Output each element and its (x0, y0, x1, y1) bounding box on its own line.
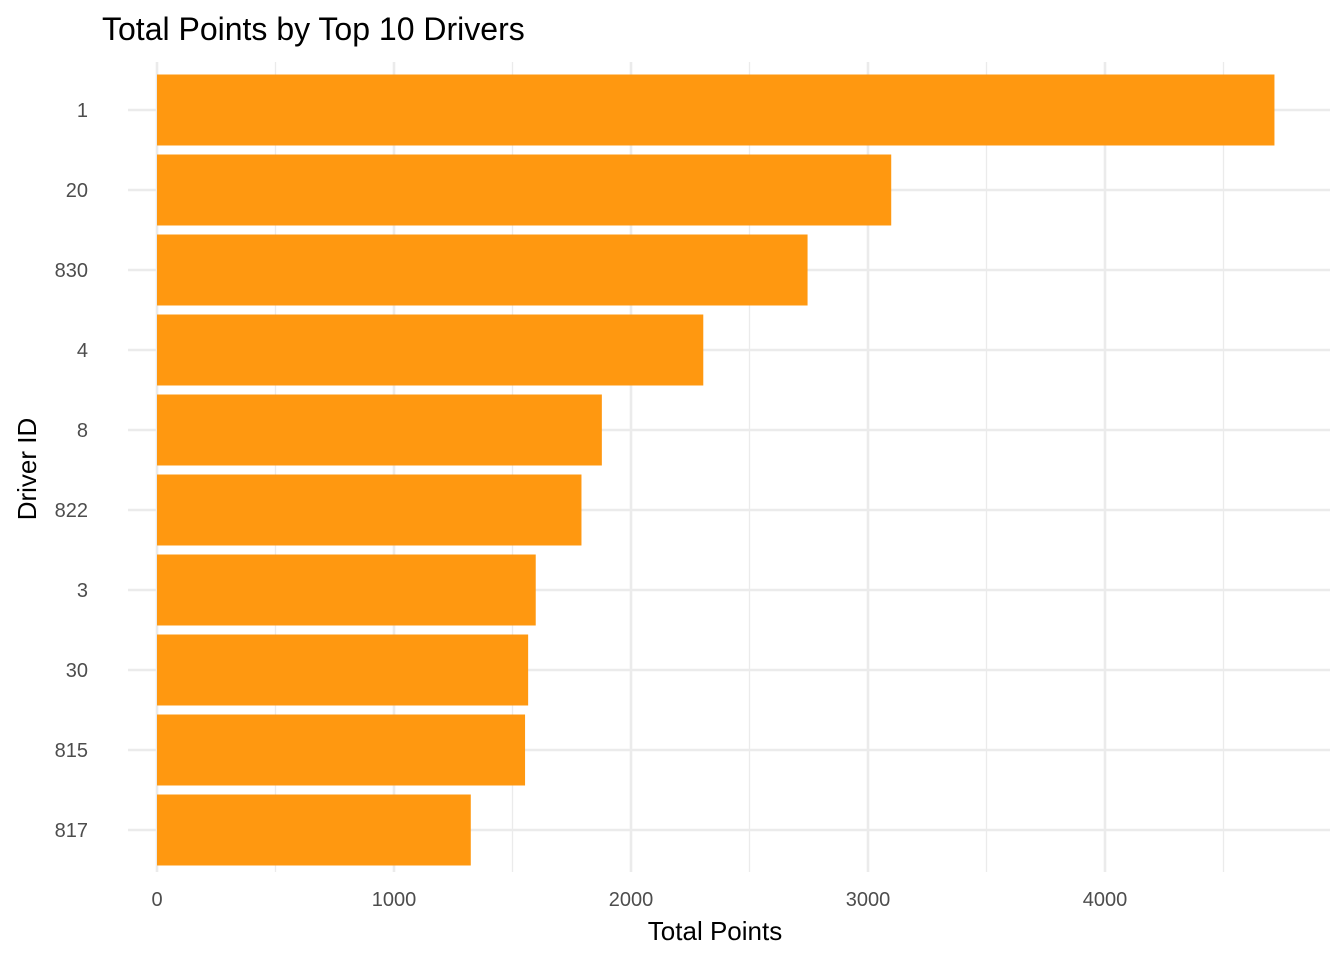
bar (157, 154, 892, 226)
x-tick-label: 2000 (609, 889, 654, 911)
y-tick-label: 20 (66, 180, 88, 202)
bar (157, 474, 582, 546)
bar (157, 394, 602, 466)
y-tick-label: 1 (77, 100, 88, 122)
y-tick-label: 4 (77, 340, 88, 362)
y-tick-label: 815 (55, 740, 88, 762)
y-tick-label: 30 (66, 660, 88, 682)
y-tick-label: 822 (55, 500, 88, 522)
bar (157, 554, 536, 626)
bar (157, 714, 526, 786)
y-axis-title: Driver ID (12, 418, 42, 521)
y-tick-label: 3 (77, 580, 88, 602)
bar (157, 314, 704, 386)
bar (157, 634, 529, 706)
x-axis-title: Total Points (648, 916, 782, 946)
x-tick-label: 0 (151, 889, 162, 911)
y-tick-label: 8 (77, 420, 88, 442)
chart-title: Total Points by Top 10 Drivers (102, 11, 525, 47)
bars (157, 74, 1275, 866)
y-tick-label: 817 (55, 820, 88, 842)
bar (157, 794, 471, 866)
x-tick-label: 4000 (1083, 889, 1128, 911)
x-tick-label: 1000 (372, 889, 417, 911)
y-axis-ticks: 1 20 830 4 8 822 3 30 815 817 (55, 100, 88, 842)
bar (157, 74, 1275, 146)
y-tick-label: 830 (55, 260, 88, 282)
x-tick-label: 3000 (846, 889, 891, 911)
x-axis-ticks: 0 1000 2000 3000 4000 (151, 889, 1127, 911)
bar (157, 234, 808, 306)
